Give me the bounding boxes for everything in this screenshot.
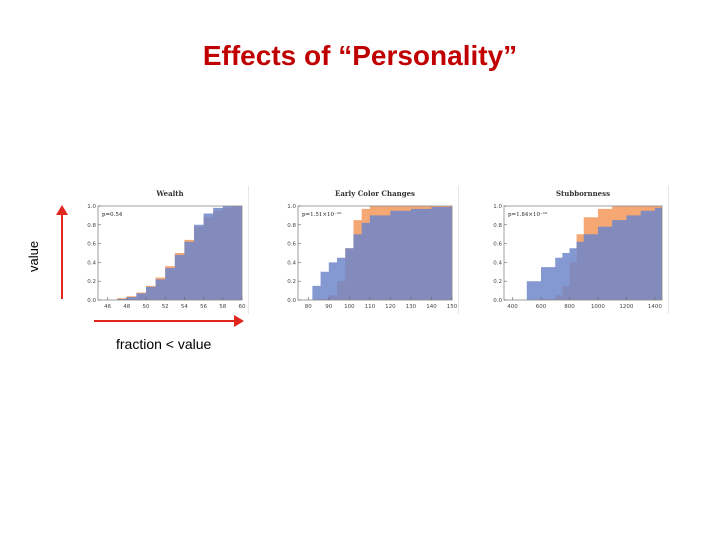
y-tick-label: 0.2 — [493, 279, 502, 285]
y-tick-label: 1.0 — [493, 204, 502, 210]
y-tick-label: 1.0 — [287, 204, 296, 210]
y-axis-annotation: value — [26, 240, 41, 272]
x-tick-label: 46 — [104, 304, 111, 310]
y-tick-label: 0.2 — [287, 279, 296, 285]
y-axis-arrow-icon — [56, 205, 68, 299]
x-tick-label: 60 — [239, 304, 246, 310]
x-tick-label: 1000 — [591, 304, 605, 310]
chart-panel-stubbornness: Stubbornness p=1.84×10⁻¹⁰ 0.0 0.2 0.4 0.6 0.8 1… — [482, 186, 669, 314]
y-tick-label: 0.0 — [287, 298, 296, 304]
x-axis-annotation: fraction < value — [116, 336, 212, 352]
x-tick-label: 140 — [426, 304, 437, 310]
x-tick-label: 58 — [219, 304, 226, 310]
x-axis-arrow-icon — [94, 315, 244, 327]
y-tick-label: 0.6 — [493, 242, 502, 248]
series-area-wealth-blue — [102, 206, 242, 300]
chart-wealth: Wealth p=0.54 0.0 0.2 0.4 0.6 0.8 1.0 46 48 50 52 54… — [87, 189, 246, 310]
x-tick-label: 120 — [385, 304, 396, 310]
chart-title-wealth: Wealth — [155, 189, 183, 198]
y-tick-label: 0.6 — [287, 242, 296, 248]
x-tick-label: 110 — [365, 304, 376, 310]
p-value-label-stubbornness: p=1.84×10⁻¹⁰ — [508, 211, 548, 218]
x-tick-label: 1200 — [619, 304, 633, 310]
chart-stubbornness: Stubbornness p=1.84×10⁻¹⁰ 0.0 0.2 0.4 0.6 0.8 1… — [493, 189, 663, 310]
plot-frame-wealth — [97, 205, 243, 301]
x-tick-label: 52 — [162, 304, 169, 310]
y-tick-label: 0.0 — [87, 298, 96, 304]
plot-frame-stubbornness — [503, 205, 663, 301]
y-tick-label: 0.8 — [287, 223, 296, 229]
series-area-stubbornness-blue — [512, 206, 662, 300]
x-tick-label: 90 — [325, 304, 332, 310]
x-tick-label: 130 — [406, 304, 417, 310]
x-tick-label: 400 — [507, 304, 518, 310]
y-tick-label: 1.0 — [87, 204, 96, 210]
p-value-label-wealth: p=0.54 — [102, 212, 123, 218]
y-tick-label: 0.8 — [87, 223, 96, 229]
plot-frame-early-color-changes — [297, 205, 453, 301]
chart-title-stubbornness: Stubbornness — [556, 189, 610, 198]
x-tick-label: 54 — [181, 304, 188, 310]
y-tick-label: 0.4 — [493, 260, 502, 266]
series-area-early-color-changes-blue — [304, 206, 452, 300]
y-tick-label: 0.6 — [87, 242, 96, 248]
y-tick-label: 0.0 — [493, 298, 502, 304]
x-tick-label: 80 — [305, 304, 312, 310]
chart-panel-wealth: Wealth p=0.54 0.0 0.2 0.4 0.6 0.8 1.0 46 48 50 52 54… — [76, 186, 249, 314]
chart-early-color-changes: Early Color Changes p=1.51×10⁻¹⁰ 0.0 0.2 0.4… — [287, 189, 458, 310]
x-tick-label: 56 — [200, 304, 207, 310]
x-tick-label: 50 — [143, 304, 150, 310]
x-tick-label: 1400 — [648, 304, 662, 310]
y-tick-label: 0.4 — [87, 260, 96, 266]
x-tick-label: 150 — [447, 304, 458, 310]
slide-title: Effects of “Personality” — [202, 40, 518, 71]
chart-title-early-color-changes: Early Color Changes — [335, 189, 415, 198]
x-tick-label: 600 — [536, 304, 547, 310]
y-tick-label: 0.4 — [287, 260, 296, 266]
y-tick-label: 0.2 — [87, 279, 96, 285]
x-tick-label: 100 — [344, 304, 355, 310]
p-value-label-early-color-changes: p=1.51×10⁻¹⁰ — [302, 211, 342, 218]
x-tick-label: 48 — [123, 304, 130, 310]
chart-panel-early-color-changes: Early Color Changes p=1.51×10⁻¹⁰ 0.0 0.2 0.4… — [276, 186, 459, 314]
y-tick-label: 0.8 — [493, 223, 502, 229]
x-tick-label: 800 — [564, 304, 575, 310]
